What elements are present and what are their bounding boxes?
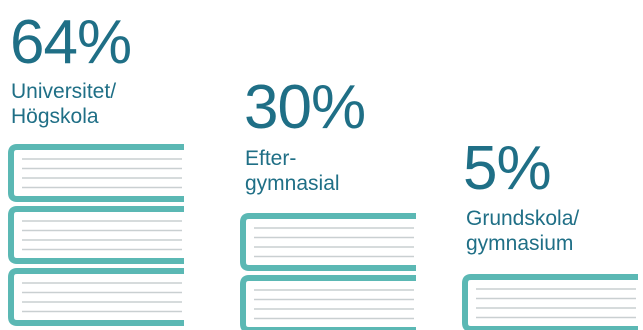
book-icon [462, 274, 638, 330]
book-stack-grundskola [462, 274, 638, 330]
book-stack-eftergymnasial [240, 213, 416, 330]
book-icon [240, 213, 416, 271]
book-icon [8, 268, 184, 326]
value-label-eftergymnasial: 30% [244, 73, 366, 142]
book-icon [240, 275, 416, 330]
book-icon [8, 206, 184, 264]
value-label-grundskola: 5% [463, 134, 552, 203]
category-label-eftergymnasial: Efter- gymnasial [245, 147, 340, 196]
book-icon [8, 144, 184, 202]
category-label-universitet: Universitet/ Högskola [11, 80, 117, 129]
value-label-universitet: 64% [10, 8, 132, 77]
category-label-grundskola: Grundskola/ gymnasium [466, 207, 580, 256]
book-stack-universitet [8, 144, 184, 326]
